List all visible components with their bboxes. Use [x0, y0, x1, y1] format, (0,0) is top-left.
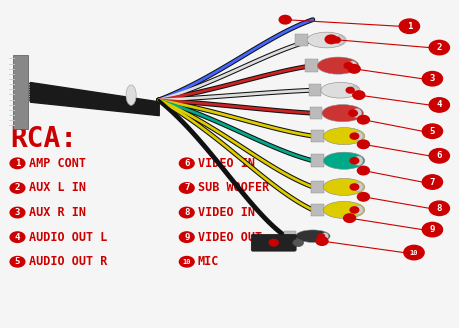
Circle shape	[421, 175, 442, 189]
Circle shape	[279, 15, 291, 24]
Text: 3: 3	[15, 208, 20, 217]
Ellipse shape	[317, 57, 358, 74]
Ellipse shape	[347, 61, 356, 70]
Ellipse shape	[323, 152, 364, 169]
Circle shape	[179, 232, 194, 242]
Circle shape	[421, 124, 442, 138]
Ellipse shape	[323, 178, 364, 195]
FancyBboxPatch shape	[309, 107, 322, 119]
Text: 3: 3	[429, 74, 434, 83]
FancyBboxPatch shape	[283, 232, 296, 241]
Circle shape	[179, 256, 194, 267]
Circle shape	[332, 37, 340, 43]
Circle shape	[421, 72, 442, 86]
Circle shape	[357, 166, 369, 175]
FancyBboxPatch shape	[311, 181, 323, 193]
Circle shape	[349, 158, 358, 164]
Circle shape	[428, 98, 448, 112]
Circle shape	[357, 115, 369, 124]
Text: 8: 8	[436, 204, 441, 213]
Circle shape	[292, 239, 303, 247]
Circle shape	[179, 183, 194, 193]
Text: 4: 4	[436, 100, 441, 110]
Text: 10: 10	[182, 259, 190, 265]
Circle shape	[318, 234, 324, 238]
Ellipse shape	[323, 201, 364, 218]
Ellipse shape	[126, 85, 136, 105]
Ellipse shape	[295, 230, 330, 242]
FancyBboxPatch shape	[13, 55, 28, 129]
Text: MIC: MIC	[197, 255, 218, 268]
Circle shape	[348, 110, 357, 116]
Circle shape	[10, 207, 25, 218]
Ellipse shape	[307, 32, 346, 48]
FancyBboxPatch shape	[295, 34, 307, 46]
Circle shape	[352, 91, 364, 99]
Text: 8: 8	[184, 208, 189, 217]
FancyBboxPatch shape	[311, 154, 323, 167]
Text: 5: 5	[15, 257, 20, 266]
Ellipse shape	[320, 82, 359, 98]
Circle shape	[346, 87, 353, 93]
Ellipse shape	[353, 132, 362, 141]
Circle shape	[428, 40, 448, 55]
Circle shape	[428, 149, 448, 163]
Text: 5: 5	[429, 127, 434, 136]
Ellipse shape	[352, 109, 361, 118]
Text: 6: 6	[184, 159, 189, 168]
Circle shape	[10, 158, 25, 169]
Text: AUX R IN: AUX R IN	[28, 206, 85, 219]
Circle shape	[179, 158, 194, 169]
Text: 2: 2	[436, 43, 441, 52]
FancyBboxPatch shape	[308, 84, 320, 96]
Text: AUDIO OUT R: AUDIO OUT R	[28, 255, 106, 268]
Text: 10: 10	[409, 250, 417, 256]
Ellipse shape	[353, 182, 362, 192]
Ellipse shape	[353, 205, 362, 215]
Circle shape	[349, 184, 358, 190]
Text: 7: 7	[429, 177, 434, 187]
Ellipse shape	[323, 128, 364, 145]
Circle shape	[10, 183, 25, 193]
Text: 1: 1	[406, 22, 411, 31]
Text: VIDEO OUT: VIDEO OUT	[197, 231, 261, 244]
FancyBboxPatch shape	[305, 59, 317, 72]
Circle shape	[357, 193, 369, 201]
Text: AUDIO OUT L: AUDIO OUT L	[28, 231, 106, 244]
Circle shape	[269, 239, 278, 246]
Ellipse shape	[353, 156, 362, 165]
Text: 7: 7	[184, 183, 189, 193]
Circle shape	[403, 245, 423, 260]
Text: 2: 2	[15, 183, 20, 193]
Circle shape	[325, 35, 336, 44]
Text: VIDEO IN: VIDEO IN	[197, 157, 254, 170]
Circle shape	[421, 222, 442, 237]
Circle shape	[428, 201, 448, 215]
Text: 9: 9	[429, 225, 434, 234]
Circle shape	[179, 207, 194, 218]
Circle shape	[10, 256, 25, 267]
Text: 1: 1	[15, 159, 20, 168]
Circle shape	[357, 140, 369, 149]
Circle shape	[10, 232, 25, 242]
Circle shape	[349, 207, 358, 213]
Circle shape	[398, 19, 419, 33]
Text: 4: 4	[15, 233, 20, 242]
FancyBboxPatch shape	[251, 234, 296, 251]
Text: RCA:: RCA:	[10, 125, 77, 154]
Text: VIDEO IN: VIDEO IN	[197, 206, 254, 219]
Circle shape	[347, 65, 359, 73]
Text: AUX L IN: AUX L IN	[28, 181, 85, 195]
Text: SUB WOOFER: SUB WOOFER	[197, 181, 269, 195]
Ellipse shape	[349, 86, 358, 94]
Text: AMP CONT: AMP CONT	[28, 157, 85, 170]
FancyBboxPatch shape	[311, 204, 323, 216]
Ellipse shape	[335, 36, 344, 44]
Ellipse shape	[321, 105, 363, 122]
Circle shape	[349, 133, 358, 139]
Text: 6: 6	[436, 151, 441, 160]
FancyBboxPatch shape	[311, 130, 323, 142]
Ellipse shape	[320, 233, 328, 239]
Circle shape	[343, 63, 352, 69]
